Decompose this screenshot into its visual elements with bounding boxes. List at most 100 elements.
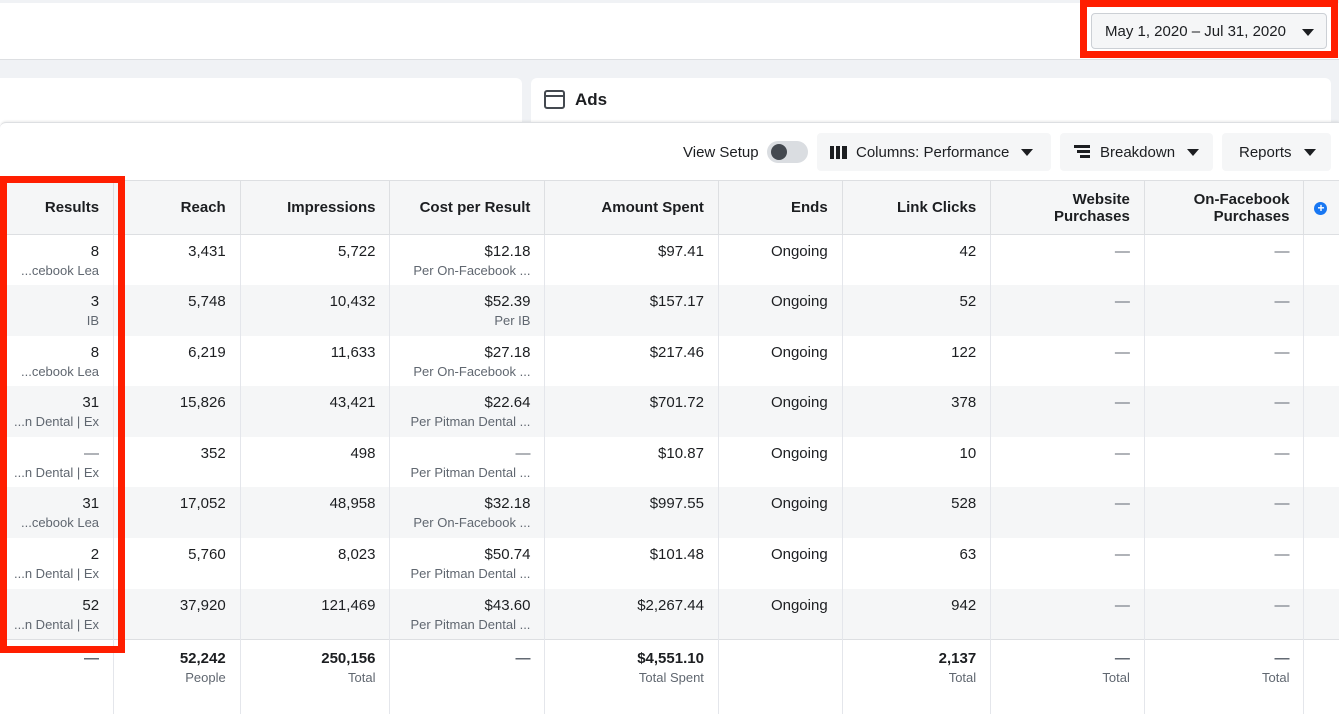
row-empty-cell — [1303, 436, 1339, 488]
chevron-down-icon — [1303, 148, 1316, 156]
reach-cell: 15,826 — [113, 386, 241, 437]
columns-button[interactable]: Columns: Performance — [817, 133, 1051, 171]
impressions-cell: 121,469 — [239, 588, 390, 640]
total-ends — [717, 638, 843, 714]
onfb-cell: — — [1143, 436, 1304, 488]
table-row[interactable]: 52 n Dental | Ex... 37,920 121,469 $43.60 Per… — [0, 588, 1339, 640]
total-cost: — — [389, 638, 545, 714]
website-cell: — — [990, 285, 1145, 336]
clicks-cell: 42 — [841, 234, 991, 286]
clicks-cell: 10 — [841, 436, 991, 488]
breakdown-icon — [1074, 145, 1090, 159]
table-row[interactable]: 31 n Dental | Ex... 15,826 43,421 $22.64 Per … — [0, 386, 1339, 437]
ad-window-icon — [544, 90, 565, 109]
breakdown-button[interactable]: Breakdown — [1060, 133, 1213, 171]
reports-label: Reports — [1239, 143, 1292, 161]
spent-cell: $997.55 — [544, 487, 719, 539]
total-website: — Total — [990, 638, 1145, 714]
website-cell: — — [990, 487, 1145, 539]
ends-cell: Ongoing — [717, 234, 843, 286]
breakdown-label: Breakdown — [1100, 143, 1176, 161]
date-range-label: May 1, 2020 – Jul 31, 2020 — [1105, 22, 1286, 40]
table-row[interactable]: 31 cebook Lea... 17,052 48,958 $32.18 Per On-… — [0, 487, 1339, 539]
results-cell: 31 n Dental | Ex... — [0, 386, 114, 437]
col-cost-per-result[interactable]: Cost per Result — [389, 180, 545, 235]
clicks-cell: 52 — [841, 285, 991, 336]
row-empty-cell — [1303, 234, 1339, 286]
onfb-cell: — — [1143, 588, 1304, 640]
reach-cell: 5,760 — [113, 538, 241, 589]
col-impressions[interactable]: Impressions — [239, 180, 390, 235]
onfb-cell: — — [1143, 538, 1304, 589]
row-empty-cell — [1303, 538, 1339, 589]
col-reach[interactable]: Reach — [113, 180, 241, 235]
columns-icon — [830, 145, 847, 159]
date-range-picker[interactable]: May 1, 2020 – Jul 31, 2020 — [1091, 13, 1327, 49]
total-onfb: — Total — [1143, 638, 1304, 714]
reports-button[interactable]: Reports — [1222, 133, 1331, 171]
onfb-cell: — — [1143, 285, 1304, 336]
total-clicks: 2,137 Total — [841, 638, 991, 714]
website-cell: — — [990, 234, 1145, 286]
add-column-button[interactable]: + — [1303, 180, 1339, 235]
reach-cell: 37,920 — [113, 588, 241, 640]
impressions-cell: 5,722 — [239, 234, 390, 286]
total-impressions: 250,156 Total — [239, 638, 390, 714]
impressions-cell: 8,023 — [239, 538, 390, 589]
cost-cell: $32.18 Per On-Facebook ... — [389, 487, 545, 539]
table-row[interactable]: 8 cebook Lea... 6,219 11,633 $27.18 Per On-Fa… — [0, 335, 1339, 387]
cost-cell: — Per Pitman Dental ... — [389, 436, 545, 488]
results-cell: 31 cebook Lea... — [0, 487, 114, 539]
results-cell: 52 n Dental | Ex... — [0, 588, 114, 640]
onfb-cell: — — [1143, 386, 1304, 437]
ads-table-container: View Setup Columns: Performance Breakdow… — [0, 122, 1339, 714]
ends-cell: Ongoing — [717, 335, 843, 387]
results-cell: — n Dental | Ex... — [14, 444, 100, 480]
col-amount-spent[interactable]: Amount Spent — [544, 180, 719, 235]
clicks-cell: 528 — [841, 487, 991, 539]
ends-cell: Ongoing — [717, 285, 843, 336]
table-row[interactable]: 8 cebook Lea... 3,431 5,722 $12.18 Per On-Fac… — [0, 234, 1339, 286]
row-empty-cell — [1303, 285, 1339, 336]
reach-cell: 5,748 — [113, 285, 241, 336]
spent-cell: $10.87 — [544, 436, 719, 488]
cost-cell: $27.18 Per On-Facebook ... — [389, 335, 545, 387]
spent-cell: $701.72 — [544, 386, 719, 437]
total-reach: 52,242 People — [113, 638, 241, 714]
chevron-down-icon — [1187, 148, 1200, 156]
clicks-cell: 122 — [841, 335, 991, 387]
cost-cell: $22.64 Per Pitman Dental ... — [389, 386, 545, 437]
website-cell: — — [990, 386, 1145, 437]
impressions-cell: 10,432 — [239, 285, 390, 336]
col-on-facebook-purchases[interactable]: On-Facebook Purchases — [1143, 180, 1304, 235]
row-empty-cell — [1303, 335, 1339, 387]
cost-cell: $52.39 Per IB — [389, 285, 545, 336]
col-link-clicks[interactable]: Link Clicks — [841, 180, 991, 235]
view-setup-toggle[interactable] — [767, 141, 808, 163]
col-website-purchases[interactable]: Website Purchases — [990, 180, 1145, 235]
impressions-cell: 43,421 — [239, 386, 390, 437]
table-toolbar: View Setup Columns: Performance Breakdow… — [0, 123, 1339, 181]
col-results[interactable]: Results — [0, 180, 114, 235]
chevron-down-icon — [1021, 148, 1034, 156]
ends-cell: Ongoing — [717, 436, 843, 488]
table-row[interactable]: — n Dental | Ex... 352 498— Per Pitman Denta… — [0, 436, 1339, 488]
chevron-down-icon — [1302, 29, 1314, 36]
row-empty-cell — [1303, 487, 1339, 539]
cost-cell: $43.60 Per Pitman Dental ... — [389, 588, 545, 640]
col-ends[interactable]: Ends — [717, 180, 843, 235]
cost-cell: $12.18 Per On-Facebook ... — [389, 234, 545, 286]
results-cell: 8 cebook Lea... — [20, 243, 100, 278]
clicks-cell: 63 — [841, 538, 991, 589]
ends-cell: Ongoing — [717, 386, 843, 437]
website-cell: — — [990, 335, 1145, 387]
plus-icon: + — [1314, 202, 1328, 215]
total-spent: $4,551.10 Total Spent — [544, 638, 719, 714]
reach-cell: 352 — [113, 436, 241, 488]
spent-cell: $217.46 — [544, 335, 719, 387]
ends-cell: Ongoing — [717, 588, 843, 640]
table-row[interactable]: 3 IB 5,748 10,432 $52.39 Per IB $157.17 Ongoing… — [0, 285, 1339, 336]
view-setup-label: View Setup — [683, 144, 759, 161]
